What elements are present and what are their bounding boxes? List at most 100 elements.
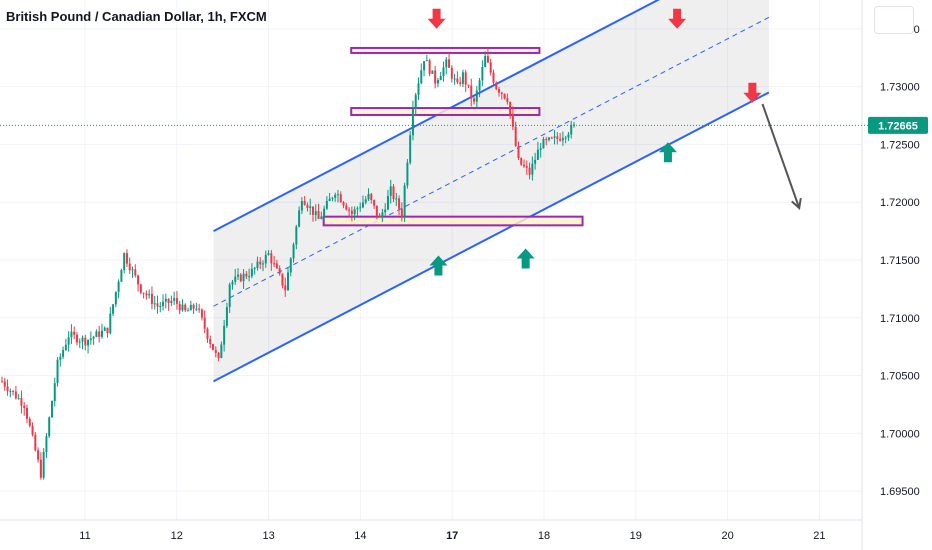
candle-body	[148, 293, 151, 296]
candle-body	[470, 85, 473, 99]
candle	[200, 308, 203, 321]
candle-body	[275, 263, 278, 269]
projection-arrowhead	[791, 197, 802, 210]
candle-body	[445, 59, 448, 68]
candle-body	[262, 263, 265, 265]
candle	[328, 192, 331, 202]
candle-body	[173, 298, 176, 301]
candle	[1, 376, 3, 383]
candle	[67, 331, 70, 352]
candle	[295, 224, 298, 250]
candle-body	[528, 167, 531, 175]
candle-body	[37, 450, 40, 460]
candle	[461, 69, 464, 88]
x-tick-label: 18	[538, 530, 550, 542]
candle-body	[389, 186, 392, 197]
candle	[300, 197, 303, 215]
candle-body	[70, 331, 73, 338]
candle	[473, 96, 476, 105]
candle-body	[473, 98, 476, 102]
candle	[264, 250, 267, 268]
candle	[256, 256, 259, 271]
candle	[117, 279, 120, 299]
candle-body	[303, 201, 306, 205]
candle-body	[231, 281, 234, 285]
candle	[498, 86, 501, 97]
candle	[423, 61, 426, 77]
candle-body	[187, 310, 190, 312]
candle-body	[442, 67, 445, 76]
projection-line[interactable]	[761, 103, 801, 209]
candle	[459, 76, 462, 87]
candle	[431, 70, 434, 74]
candle	[370, 193, 373, 204]
candle-body	[348, 209, 351, 211]
candle-body	[561, 138, 564, 141]
candle	[37, 447, 40, 463]
time-axis[interactable]: 11 12 13 14 17 18 19 20 21	[79, 530, 825, 542]
candle-body	[381, 212, 384, 218]
sr-zone[interactable]	[322, 215, 584, 227]
price-axis[interactable]: 1.735001.730001.725001.720001.715001.710…	[880, 24, 920, 498]
candle-body	[439, 75, 442, 81]
candle	[120, 268, 123, 282]
chart-settings-button[interactable]	[874, 6, 914, 34]
candle-body	[448, 59, 451, 68]
candle	[539, 143, 542, 158]
candle-body	[178, 303, 181, 311]
candle	[100, 323, 103, 339]
candle-body	[9, 390, 12, 392]
candle	[6, 379, 9, 396]
candle-body	[78, 341, 81, 343]
candle-body	[209, 338, 212, 345]
candle	[75, 332, 78, 346]
candle-body	[461, 72, 464, 84]
candle-body	[167, 298, 170, 303]
candle-body	[217, 352, 220, 358]
candle	[356, 206, 359, 216]
candle-body	[200, 309, 203, 318]
channel-upper-line[interactable]	[213, 0, 769, 232]
candle	[123, 252, 126, 274]
candle-body	[453, 78, 456, 80]
sr-zone[interactable]	[350, 107, 541, 116]
sr-zone[interactable]	[350, 46, 541, 54]
candle	[217, 351, 220, 362]
candle	[267, 250, 270, 256]
candle	[486, 48, 489, 64]
candle	[436, 78, 439, 88]
candle	[214, 346, 217, 358]
channel	[213, 0, 770, 383]
candle	[175, 290, 178, 310]
candle	[495, 81, 498, 91]
candle	[287, 268, 289, 291]
candle-body	[84, 337, 87, 346]
candle-body	[270, 253, 273, 264]
zones	[322, 46, 584, 227]
candle	[559, 133, 562, 142]
candle-body	[411, 108, 414, 136]
candle-body	[175, 298, 178, 304]
candle	[384, 203, 387, 216]
candle-body	[59, 356, 62, 360]
x-tick-label: 21	[813, 530, 825, 542]
candle	[203, 310, 206, 334]
candle	[400, 202, 403, 222]
candle-body	[287, 272, 289, 291]
channel-lower-line[interactable]	[213, 91, 770, 383]
arrow-down-icon	[743, 82, 762, 103]
candle	[420, 63, 423, 85]
candle-body	[559, 138, 562, 141]
candle	[225, 302, 228, 329]
candle	[317, 203, 320, 220]
candle	[17, 394, 20, 400]
candle-body	[203, 317, 206, 329]
candle	[359, 202, 362, 212]
candle-body	[198, 308, 201, 310]
candle	[320, 211, 323, 220]
y-tick-label: 1.70000	[880, 428, 920, 440]
candle-body	[500, 92, 503, 94]
candle	[350, 206, 353, 222]
candle-body	[273, 263, 276, 265]
